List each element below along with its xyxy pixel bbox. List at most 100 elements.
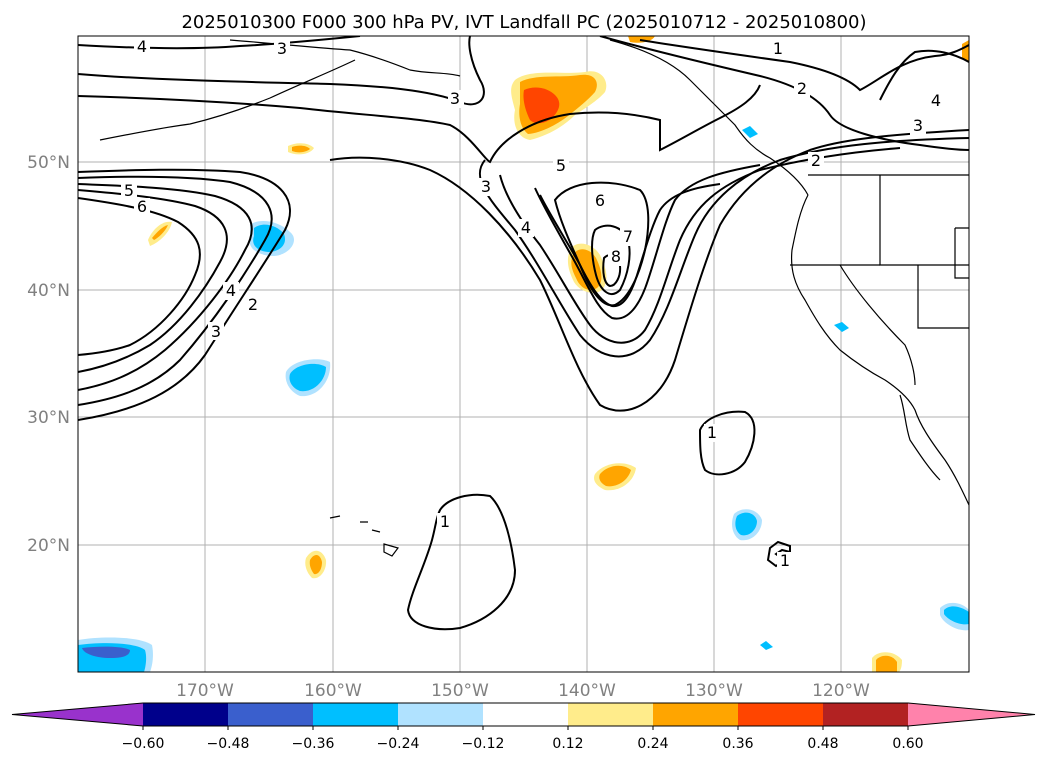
contour-label-3-alaska: 3 — [450, 89, 460, 108]
contour-label-1-east: 1 — [707, 423, 717, 442]
positive-anomaly-alaska-core — [523, 87, 560, 124]
positive-anomaly-small-1-core — [292, 145, 310, 153]
contour-2-west — [78, 168, 291, 421]
map-frame — [77, 35, 970, 673]
contour-label-1-south: 1 — [440, 512, 450, 531]
map-title: 2025010300 F000 300 hPa PV, IVT Landfall… — [181, 12, 866, 33]
lat-label-50n: 50°N — [27, 153, 70, 173]
positive-anomaly-south-core — [599, 465, 631, 487]
negative-anomaly-3-core — [735, 512, 757, 536]
contour-1-south — [406, 493, 517, 631]
contour-labels: 4 3 3 1 2 3 4 3 5 6 5 — [121, 37, 944, 570]
contour-label-2-north: 2 — [797, 79, 807, 98]
colorbar-box — [738, 703, 823, 726]
contour-label-1-north: 1 — [773, 39, 783, 58]
contour-label-4-trough: 4 — [521, 218, 531, 237]
contour-1-top — [639, 39, 969, 92]
contour-1-east — [698, 410, 756, 476]
colorbar-box — [228, 703, 313, 726]
contour-label-4-west: 4 — [226, 281, 236, 300]
border-states-4 — [954, 227, 969, 279]
colorbar-tick-label: 0.24 — [637, 736, 668, 752]
map-panel: 4 3 3 1 2 3 4 3 5 6 5 — [77, 35, 970, 673]
contour-label-5-trough: 5 — [556, 156, 566, 175]
colorbar-extend-min — [12, 703, 143, 726]
colorbar: −0.60 −0.48 −0.36 −0.24 −0.12 0.12 0.24 0.36 0.4… — [11, 702, 1036, 752]
contour-5-top — [78, 84, 761, 164]
positive-anomaly-west-core — [152, 225, 168, 240]
coastline-baja — [899, 394, 941, 481]
contour-4-top — [78, 36, 361, 50]
map-background — [78, 36, 969, 672]
colorbar-tick-label: −0.24 — [377, 736, 420, 752]
lat-label-40n: 40°N — [27, 281, 70, 301]
negative-anomaly-small-2 — [760, 641, 773, 650]
lat-label-20n: 20°N — [27, 536, 70, 556]
lon-label-140w: 140°W — [558, 681, 616, 701]
colorbar-box — [653, 703, 738, 726]
contour-label-3-north: 3 — [277, 39, 287, 58]
contour-3-right — [879, 49, 969, 101]
colorbar-tick-label: −0.12 — [462, 736, 505, 752]
lon-label-170w: 170°W — [176, 681, 234, 701]
colorbar-box — [483, 703, 568, 726]
colorbar-tick-label: 0.60 — [892, 736, 923, 752]
positive-anomaly-hawaii-core — [309, 554, 322, 575]
contour-3-west — [78, 175, 273, 406]
contour-2-trough — [329, 129, 969, 412]
border-ca-nv — [839, 264, 916, 386]
shaded-field — [78, 36, 969, 672]
colorbar-box — [398, 703, 483, 726]
colorbar-tick-label: 0.12 — [552, 736, 583, 752]
colorbar-tick-label: −0.36 — [292, 736, 335, 752]
contour-label-4-nw: 4 — [137, 37, 147, 56]
negative-anomaly-2-core — [289, 363, 326, 392]
contour-2-top — [599, 36, 969, 151]
colorbar-tick-label: 0.36 — [722, 736, 753, 752]
lon-label-120w: 120°W — [812, 681, 870, 701]
colorbar-tick-label: 0.48 — [807, 736, 838, 752]
contour-label-3-trough: 3 — [481, 177, 491, 196]
contour-label-3-east: 3 — [913, 116, 923, 135]
positive-anomaly-baja-core — [876, 655, 897, 672]
border-states-3 — [917, 265, 969, 329]
contour-label-4-east: 4 — [931, 91, 941, 110]
contour-3-trough — [478, 137, 969, 358]
contour-label-8: 8 — [611, 247, 621, 266]
colorbar-extend-max — [908, 703, 1035, 726]
contour-label-2-coast: 2 — [811, 151, 821, 170]
contour-label-2-west: 2 — [248, 295, 258, 314]
contour-3-top — [78, 36, 485, 106]
contour-label-6-trough: 6 — [595, 191, 605, 210]
lon-label-130w: 130°W — [685, 681, 743, 701]
colorbar-box — [568, 703, 653, 726]
hawaii-islands — [329, 515, 400, 557]
contour-4-west — [78, 183, 253, 391]
negative-anomaly-small — [834, 322, 849, 332]
lat-label-30n: 30°N — [27, 408, 70, 428]
contour-5-west — [78, 189, 228, 373]
negative-anomaly-sw-core — [82, 646, 130, 658]
negative-anomaly-coast — [742, 126, 758, 138]
contour-4-trough — [499, 147, 901, 344]
contour-label-7: 7 — [623, 227, 633, 246]
gridlines — [78, 36, 969, 672]
contour-label-1-small: 1 — [780, 551, 790, 570]
contour-label-5-west: 5 — [124, 181, 134, 200]
coastline-west-coast — [790, 194, 969, 506]
colorbar-tick-label: −0.48 — [207, 736, 250, 752]
colorbar-tick-label: −0.60 — [122, 736, 165, 752]
contour-label-3-west: 3 — [211, 322, 221, 341]
coastline-aleutians — [99, 59, 356, 141]
lon-label-160w: 160°W — [304, 681, 362, 701]
lon-label-150w: 150°W — [431, 681, 489, 701]
colorbar-box — [313, 703, 398, 726]
contour-label-6-west: 6 — [137, 197, 147, 216]
lat-labels: 50°N 40°N 30°N 20°N — [27, 153, 70, 556]
contours — [78, 36, 969, 631]
contour-6-closed — [553, 181, 650, 307]
negative-anomaly-4-core — [944, 606, 969, 625]
lon-labels: 170°W 160°W 150°W 140°W 130°W 120°W — [176, 681, 870, 701]
contour-6-trough — [539, 183, 721, 308]
